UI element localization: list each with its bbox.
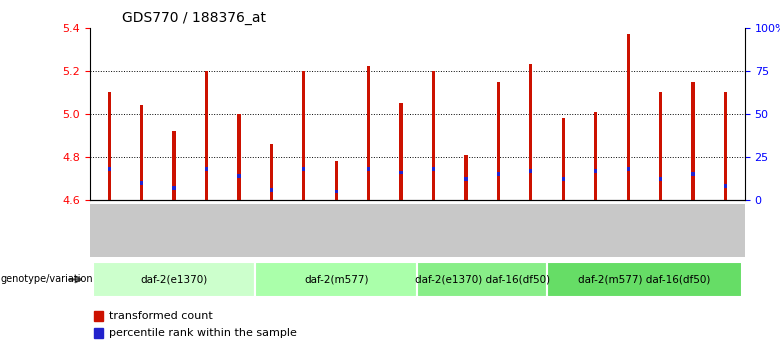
Text: GSM28403: GSM28403 <box>558 206 568 255</box>
FancyBboxPatch shape <box>93 262 255 297</box>
Bar <box>367 167 370 171</box>
FancyBboxPatch shape <box>255 262 417 297</box>
Text: GSM28401: GSM28401 <box>494 206 503 255</box>
Bar <box>140 181 144 185</box>
Bar <box>140 105 144 200</box>
Text: GSM28407: GSM28407 <box>689 206 697 255</box>
Text: GSM28390: GSM28390 <box>137 206 146 255</box>
Bar <box>562 118 565 200</box>
Bar <box>464 177 467 181</box>
Bar <box>497 172 500 176</box>
Bar <box>335 161 338 200</box>
Text: daf-2(m577): daf-2(m577) <box>304 275 368 284</box>
Text: GSM28408: GSM28408 <box>721 206 730 255</box>
Text: GSM28405: GSM28405 <box>624 206 633 255</box>
Bar <box>691 81 695 200</box>
Bar <box>205 167 208 171</box>
Bar <box>108 92 111 200</box>
Bar <box>432 71 435 200</box>
Text: GSM28396: GSM28396 <box>332 206 341 255</box>
Bar <box>626 167 629 171</box>
Bar <box>270 188 273 192</box>
Text: daf-2(e1370) daf-16(df50): daf-2(e1370) daf-16(df50) <box>415 275 550 284</box>
Bar <box>172 186 176 190</box>
Text: GSM28392: GSM28392 <box>202 206 211 255</box>
Bar <box>367 67 370 200</box>
Text: transformed count: transformed count <box>109 311 213 321</box>
Text: GSM28402: GSM28402 <box>526 206 535 255</box>
Text: daf-2(e1370): daf-2(e1370) <box>140 275 207 284</box>
Bar <box>691 172 695 176</box>
Bar <box>529 64 533 200</box>
Bar <box>108 167 111 171</box>
FancyBboxPatch shape <box>547 262 742 297</box>
Text: GSM28400: GSM28400 <box>462 206 470 255</box>
Bar <box>529 169 533 173</box>
Bar <box>724 92 727 200</box>
Text: GSM28393: GSM28393 <box>235 206 243 255</box>
Text: GSM28398: GSM28398 <box>396 206 406 255</box>
Text: percentile rank within the sample: percentile rank within the sample <box>109 328 297 338</box>
Text: GSM28404: GSM28404 <box>591 206 600 255</box>
Bar <box>497 81 500 200</box>
Bar <box>594 169 597 173</box>
Bar <box>270 144 273 200</box>
Bar <box>302 71 306 200</box>
Bar <box>172 131 176 200</box>
Bar <box>335 189 338 194</box>
Bar <box>302 167 306 171</box>
Text: GSM28397: GSM28397 <box>364 206 373 255</box>
Bar <box>659 177 662 181</box>
Bar <box>724 184 727 188</box>
Bar <box>237 174 240 178</box>
Bar <box>94 310 103 321</box>
Text: GSM28394: GSM28394 <box>267 206 276 255</box>
Bar <box>659 92 662 200</box>
Bar <box>399 103 402 200</box>
Text: GSM28406: GSM28406 <box>656 206 665 255</box>
Text: GSM28389: GSM28389 <box>105 206 114 255</box>
Bar <box>432 167 435 171</box>
Text: GDS770 / 188376_at: GDS770 / 188376_at <box>122 11 267 25</box>
Bar <box>464 155 467 200</box>
FancyBboxPatch shape <box>417 262 547 297</box>
Bar <box>626 34 629 200</box>
Bar <box>237 114 240 200</box>
Text: daf-2(m577) daf-16(df50): daf-2(m577) daf-16(df50) <box>578 275 711 284</box>
Bar <box>94 328 103 338</box>
Bar <box>399 170 402 175</box>
Bar <box>205 71 208 200</box>
Text: GSM28395: GSM28395 <box>300 206 308 255</box>
Text: GSM28399: GSM28399 <box>429 206 438 255</box>
Bar <box>562 177 565 181</box>
Text: genotype/variation: genotype/variation <box>1 275 94 284</box>
Text: GSM28391: GSM28391 <box>169 206 179 255</box>
Bar <box>594 112 597 200</box>
